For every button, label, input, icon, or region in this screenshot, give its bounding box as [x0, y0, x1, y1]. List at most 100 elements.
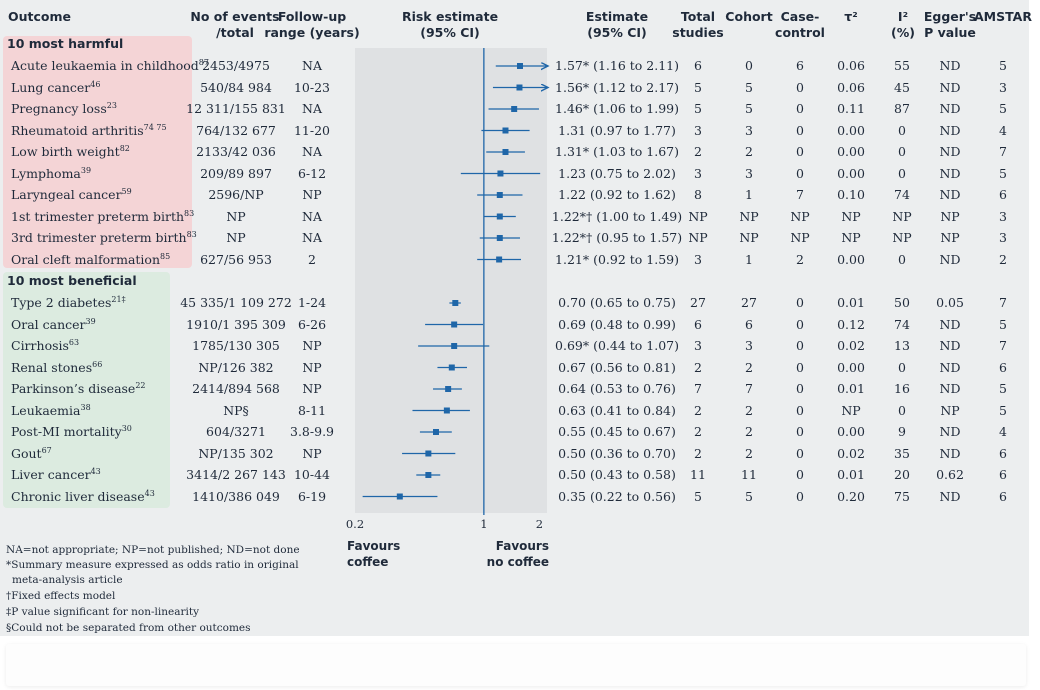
events-total: 1785/130 305 [192, 338, 280, 353]
i-squared: NP [892, 230, 912, 245]
egger-p: ND [939, 338, 961, 353]
header-total-studies: Total studies [672, 9, 724, 40]
events-total: 2133/42 036 [196, 144, 276, 159]
tau-squared: 0.10 [837, 187, 865, 202]
forest-plot-figure: Outcome No of events/total Follow-up rang… [0, 0, 1032, 636]
case-control-count: 0 [796, 488, 804, 504]
tau-squared: 0.01 [837, 467, 865, 482]
bottom-panel [6, 644, 1026, 686]
outcome-reference: 85 [160, 251, 171, 261]
total-studies: 2 [694, 144, 702, 159]
point-estimate-marker [496, 256, 503, 263]
i-squared: 0 [898, 144, 906, 159]
total-studies: 3 [694, 165, 702, 181]
egger-p: ND [939, 165, 961, 181]
tau-squared: NP [841, 230, 861, 245]
estimate-ci: 0.55 (0.45 to 0.67) [558, 424, 676, 439]
followup-range: 2 [308, 251, 316, 267]
header-amstar: AMSTAR [974, 9, 1032, 24]
outcome-reference: 23 [106, 100, 117, 110]
i-squared: 35 [894, 445, 910, 461]
point-estimate-marker [425, 472, 432, 478]
estimate-ci: 0.69 (0.48 to 0.99) [558, 316, 676, 332]
amstar-score: 6 [999, 187, 1007, 202]
tau-squared: 0.00 [837, 122, 865, 138]
egger-p: ND [939, 187, 961, 202]
point-estimate-marker [452, 300, 459, 306]
favours-no-coffee-label: Favours no coffee [486, 539, 549, 569]
total-studies: 3 [694, 122, 702, 138]
case-control-count: 0 [796, 402, 804, 418]
outcome-reference: 39 [85, 316, 96, 326]
outcome-reference: 83 [184, 208, 195, 218]
outcome-reference: 59 [121, 186, 132, 196]
tau-squared: 0.00 [837, 144, 865, 159]
egger-p: 0.05 [936, 295, 964, 310]
outcome-text: 1st trimester preterm birth [11, 208, 185, 224]
tau-squared: NP [841, 208, 861, 224]
cohort-count: 1 [745, 251, 753, 267]
followup-range: 11-20 [293, 122, 331, 138]
events-total: 2596/NP [208, 187, 264, 202]
events-total: 2453/4975 [202, 58, 270, 73]
outcome-name: Lymphoma39 [11, 166, 91, 182]
outcome-text: Post-MI mortality [11, 424, 122, 439]
estimate-ci: 1.21* (0.92 to 1.59) [555, 251, 679, 267]
cohort-count: 3 [745, 165, 753, 181]
followup-range: NP [302, 338, 322, 353]
amstar-score: 3 [999, 230, 1007, 245]
outcome-name: 1st trimester preterm birth83 [11, 209, 194, 225]
events-total: 627/56 953 [200, 251, 272, 267]
amstar-score: 5 [999, 316, 1007, 332]
total-studies: 3 [694, 338, 702, 353]
events-total: 1410/386 049 [192, 488, 280, 504]
header-tau-squared: τ² [844, 9, 858, 24]
total-studies: 3 [694, 251, 702, 267]
estimate-ci: 0.64 (0.53 to 0.76) [558, 381, 676, 396]
outcome-name: Gout67 [11, 446, 52, 462]
outcome-name: Oral cleft malformation85 [11, 252, 170, 268]
point-estimate-marker [396, 493, 403, 500]
estimate-ci: 1.23 (0.75 to 2.02) [558, 165, 676, 181]
estimate-ci: 0.50 (0.36 to 0.70) [558, 445, 676, 461]
case-control-count: 0 [796, 144, 804, 159]
cohort-count: 2 [745, 359, 753, 375]
followup-range: NA [302, 144, 322, 159]
outcome-name: Post-MI mortality30 [11, 424, 132, 440]
outcome-name: Lung cancer46 [11, 80, 100, 96]
footnote-separation: §Could not be separated from other outco… [6, 622, 251, 634]
estimate-ci: 0.35 (0.22 to 0.56) [558, 488, 676, 504]
followup-range: 1-24 [297, 295, 327, 310]
outcome-reference: 38 [80, 402, 91, 412]
outcome-text: Leukaemia [11, 402, 81, 418]
tau-squared: 0.02 [837, 338, 865, 353]
estimate-ci: 1.31 (0.97 to 1.77) [558, 122, 676, 138]
events-total: 1910/1 395 309 [186, 316, 286, 332]
estimate-ci: 1.31* (1.03 to 1.67) [555, 144, 679, 159]
point-estimate-marker [511, 106, 518, 112]
events-total: 2414/894 568 [192, 381, 280, 396]
tau-squared: 0.00 [837, 359, 865, 375]
egger-p: ND [939, 424, 961, 439]
outcome-reference: 46 [90, 79, 101, 89]
case-control-count: 0 [796, 295, 804, 310]
total-studies: 2 [694, 359, 702, 375]
outcome-text: Type 2 diabetes [11, 295, 112, 310]
estimate-ci: 1.22*† (0.95 to 1.57) [551, 230, 683, 245]
total-studies: 6 [694, 58, 702, 73]
cohort-count: 5 [745, 101, 753, 116]
amstar-score: 5 [999, 165, 1007, 181]
estimate-ci: 1.22 (0.92 to 1.62) [558, 187, 676, 202]
cohort-count: 6 [745, 316, 753, 332]
total-studies: 2 [694, 402, 702, 418]
egger-p: ND [939, 381, 961, 396]
outcome-reference: 67 [41, 445, 52, 455]
total-studies: 27 [690, 295, 706, 310]
tau-squared: NP [841, 402, 861, 418]
outcome-text: Oral cancer [11, 316, 86, 332]
estimate-ci: 1.56* (1.12 to 2.17) [555, 79, 679, 95]
followup-range: NA [302, 208, 322, 224]
tau-squared: 0.01 [837, 295, 865, 310]
total-studies: 8 [694, 187, 702, 202]
outcome-name: Laryngeal cancer59 [11, 187, 132, 203]
